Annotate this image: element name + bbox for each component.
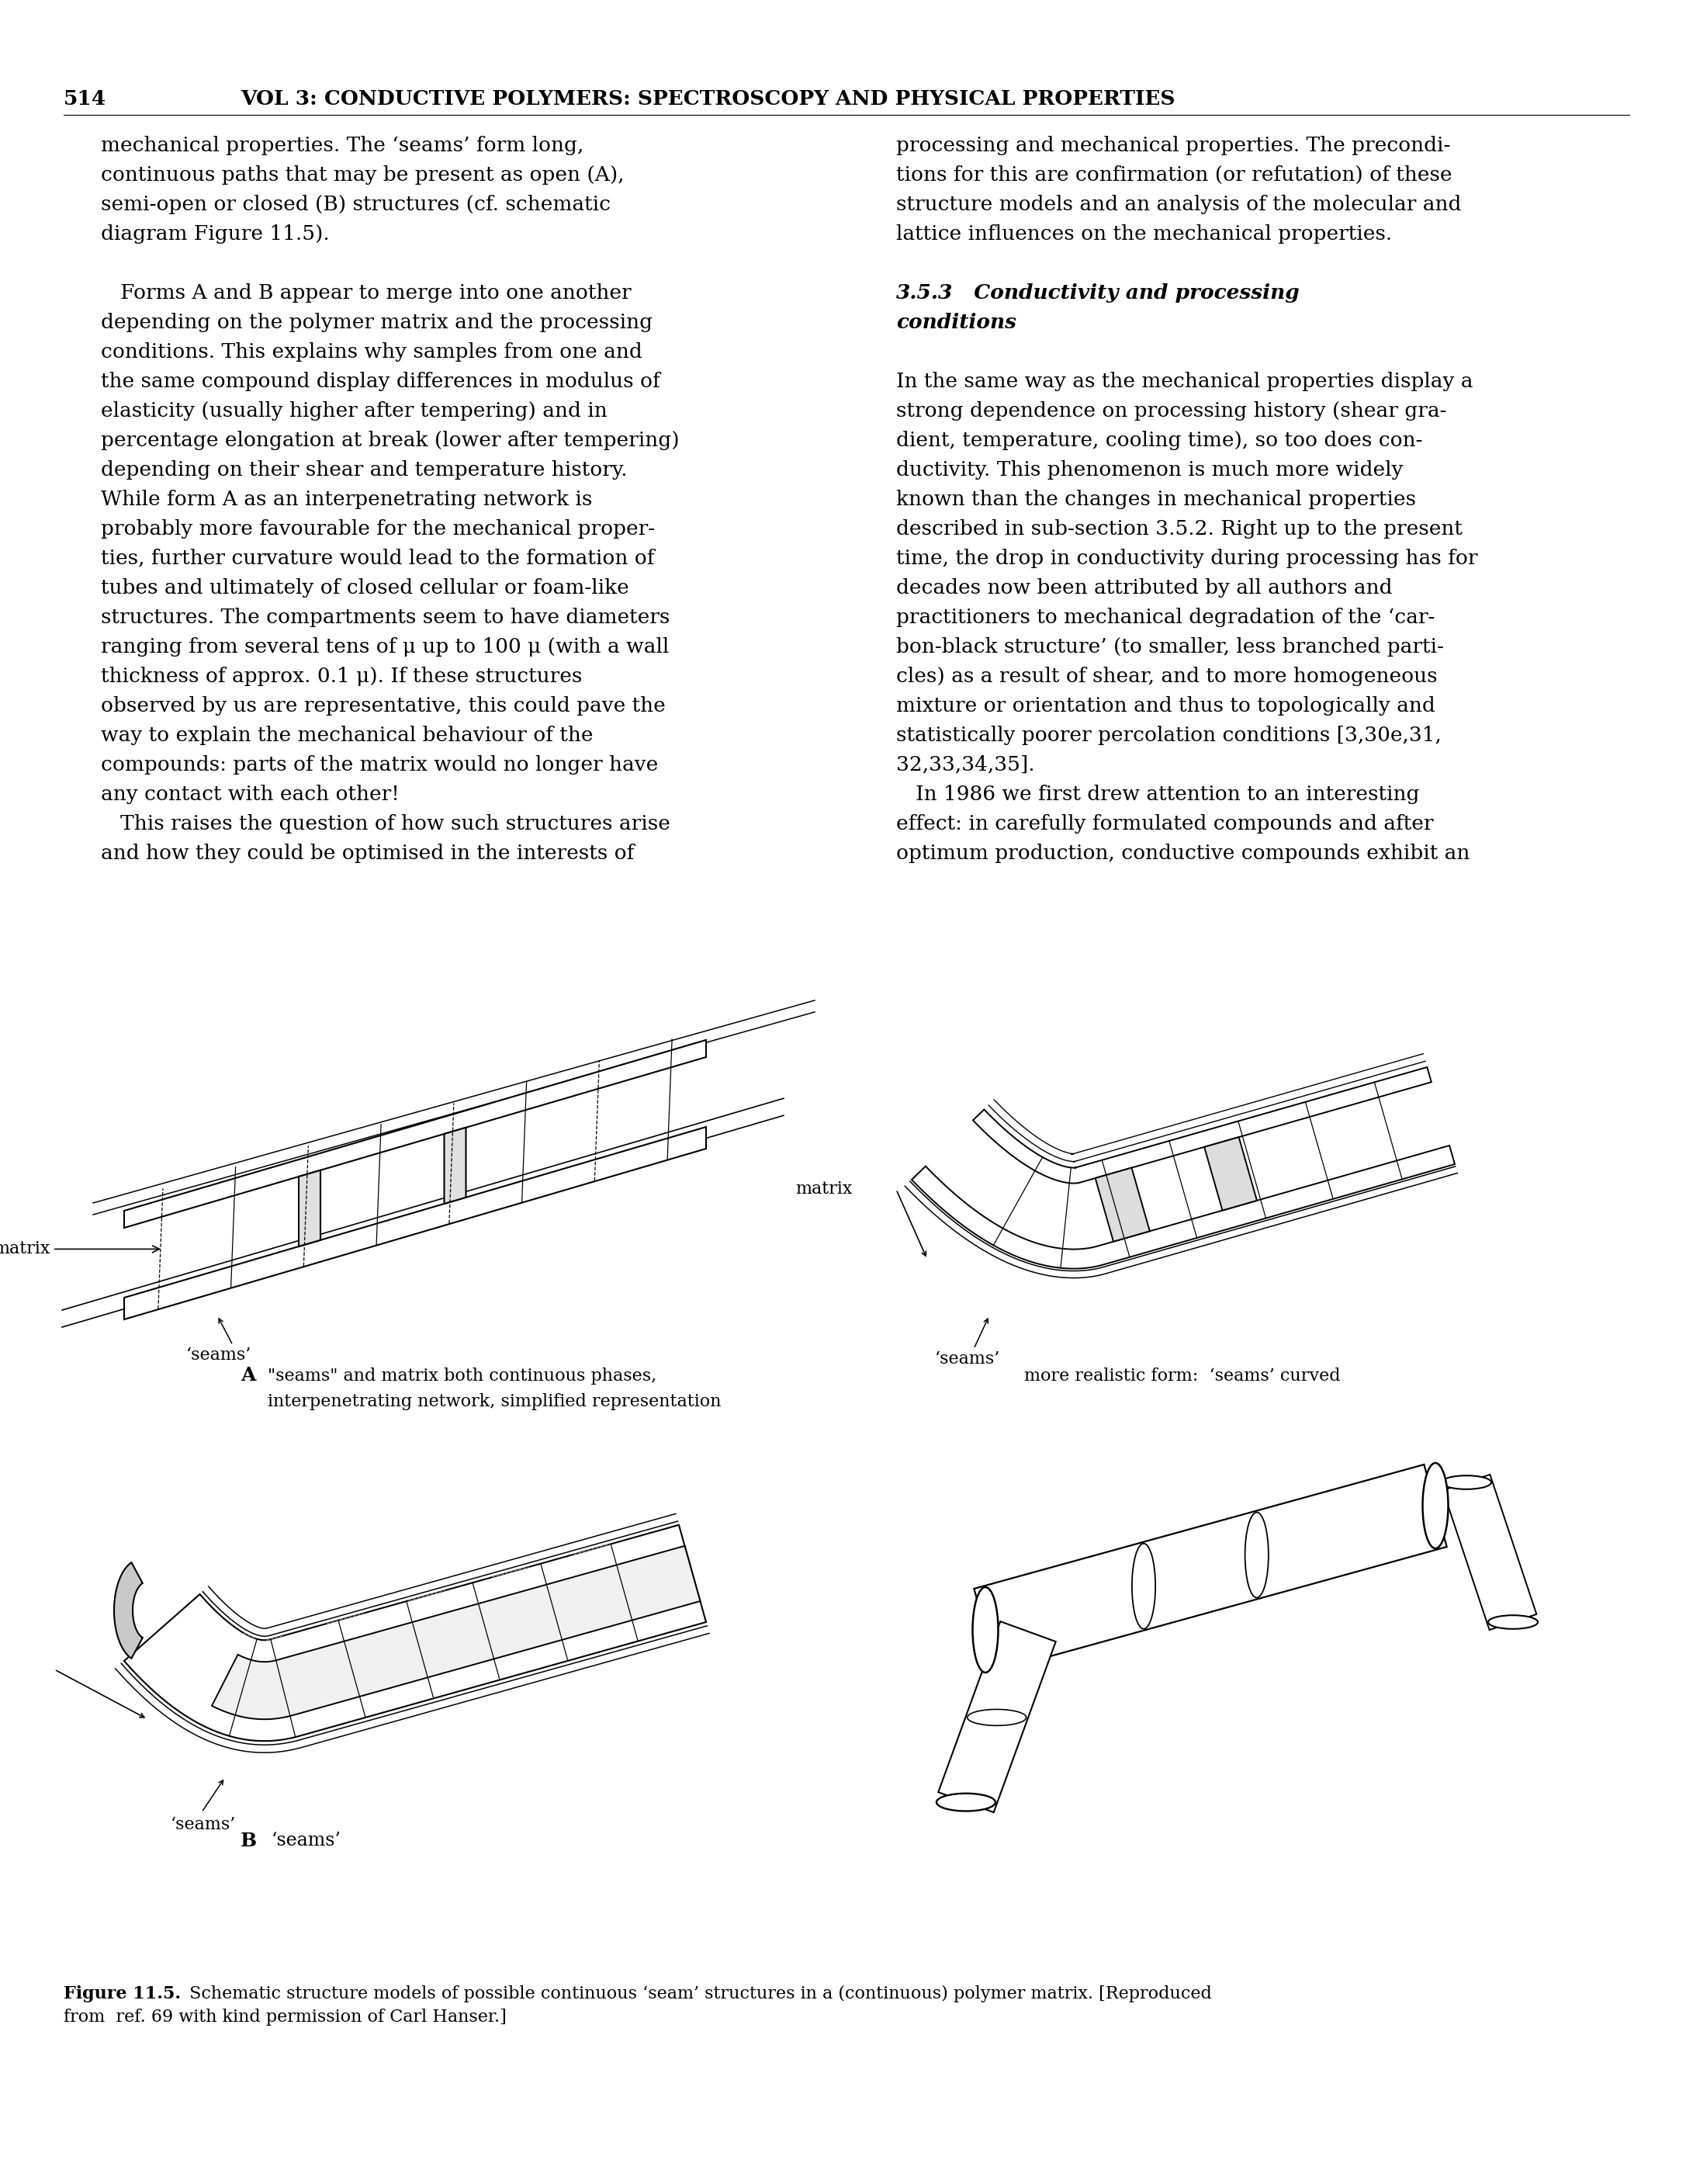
Text: thickness of approx. 0.1 μ). If these structures: thickness of approx. 0.1 μ). If these st… [102,666,582,686]
Text: conditions. This explains why samples from one and: conditions. This explains why samples fr… [102,343,642,363]
Polygon shape [124,1127,706,1319]
Text: compounds: parts of the matrix would no longer have: compounds: parts of the matrix would no … [102,756,659,775]
Polygon shape [1095,1168,1150,1241]
Text: described in sub-section 3.5.2. Right up to the present: described in sub-section 3.5.2. Right up… [896,520,1463,539]
Text: dient, temperature, cooling time), so too does con-: dient, temperature, cooling time), so to… [896,430,1422,450]
Polygon shape [124,1040,706,1227]
Text: diagram Figure 11.5).: diagram Figure 11.5). [102,225,330,245]
Text: ductivity. This phenomenon is much more widely: ductivity. This phenomenon is much more … [896,461,1403,480]
Polygon shape [444,1127,466,1203]
Text: Figure 11.5.: Figure 11.5. [64,1985,181,2003]
Text: tions for this are confirmation (or refutation) of these: tions for this are confirmation (or refu… [896,166,1453,186]
Text: ties, further curvature would lead to the formation of: ties, further curvature would lead to th… [102,548,655,568]
Text: cles) as a result of shear, and to more homogeneous: cles) as a result of shear, and to more … [896,666,1437,686]
Text: continuous paths that may be present as open (A),: continuous paths that may be present as … [102,166,625,186]
Text: ranging from several tens of μ up to 100 μ (with a wall: ranging from several tens of μ up to 100… [102,638,669,657]
Polygon shape [298,1171,320,1247]
Ellipse shape [1422,1463,1448,1548]
Text: practitioners to mechanical degradation of the ‘car-: practitioners to mechanical degradation … [896,607,1436,627]
Polygon shape [1442,1474,1537,1629]
Text: conditions: conditions [896,312,1016,332]
Text: mechanical properties. The ‘seams’ form long,: mechanical properties. The ‘seams’ form … [102,135,584,155]
Text: from  ref. 69 with kind permission of Carl Hanser.]: from ref. 69 with kind permission of Car… [64,2009,506,2027]
Text: mixture or orientation and thus to topologically and: mixture or orientation and thus to topol… [896,697,1436,716]
Text: Conductivity and processing: Conductivity and processing [960,284,1300,304]
Text: structures. The compartments seem to have diameters: structures. The compartments seem to hav… [102,607,670,627]
Text: probably more favourable for the mechanical proper-: probably more favourable for the mechani… [102,520,655,539]
Text: depending on their shear and temperature history.: depending on their shear and temperature… [102,461,628,480]
Text: A: A [240,1365,256,1385]
Text: In the same way as the mechanical properties display a: In the same way as the mechanical proper… [896,371,1473,391]
Text: ‘seams’: ‘seams’ [171,1817,235,1832]
Polygon shape [113,1562,142,1658]
Text: bon-black structure’ (to smaller, less branched parti-: bon-black structure’ (to smaller, less b… [896,638,1444,657]
Text: ‘seams’: ‘seams’ [271,1832,342,1850]
Text: processing and mechanical properties. The precondi-: processing and mechanical properties. Th… [896,135,1451,155]
Text: and how they could be optimised in the interests of: and how they could be optimised in the i… [102,843,635,863]
Text: structure models and an analysis of the molecular and: structure models and an analysis of the … [896,194,1461,214]
Text: matrix: matrix [0,1241,159,1258]
Ellipse shape [1488,1616,1537,1629]
Text: depending on the polymer matrix and the processing: depending on the polymer matrix and the … [102,312,652,332]
Text: way to explain the mechanical behaviour of the: way to explain the mechanical behaviour … [102,725,593,745]
Text: tubes and ultimately of closed cellular or foam-like: tubes and ultimately of closed cellular … [102,579,630,598]
Text: effect: in carefully formulated compounds and after: effect: in carefully formulated compound… [896,815,1434,834]
Text: more realistic form:  ‘seams’ curved: more realistic form: ‘seams’ curved [1024,1367,1341,1385]
Text: known than the changes in mechanical properties: known than the changes in mechanical pro… [896,489,1415,509]
Text: 514: 514 [64,90,107,109]
Polygon shape [911,1147,1454,1269]
Text: elasticity (usually higher after tempering) and in: elasticity (usually higher after temperi… [102,402,608,422]
Polygon shape [212,1546,701,1719]
Text: statistically poorer percolation conditions [3,30e,31,: statistically poorer percolation conditi… [896,725,1441,745]
Text: observed by us are representative, this could pave the: observed by us are representative, this … [102,697,665,716]
Polygon shape [973,1068,1431,1184]
Text: strong dependence on processing history (shear gra-: strong dependence on processing history … [896,402,1446,422]
Text: B: B [240,1832,257,1850]
Text: optimum production, conductive compounds exhibit an: optimum production, conductive compounds… [896,843,1470,863]
Text: lattice influences on the mechanical properties.: lattice influences on the mechanical pro… [896,225,1392,245]
Text: Schematic structure models of possible continuous ‘seam’ structures in a (contin: Schematic structure models of possible c… [185,1985,1212,2003]
Polygon shape [938,1621,1056,1813]
Text: 3.5.3: 3.5.3 [896,284,953,304]
Text: percentage elongation at break (lower after tempering): percentage elongation at break (lower af… [102,430,679,450]
Ellipse shape [1442,1476,1492,1489]
Polygon shape [973,1465,1448,1671]
Text: time, the drop in conductivity during processing has for: time, the drop in conductivity during pr… [896,548,1478,568]
Ellipse shape [936,1793,995,1811]
Polygon shape [124,1524,706,1741]
Text: interpenetrating network, simplified representation: interpenetrating network, simplified rep… [267,1393,721,1411]
Text: While form A as an interpenetrating network is: While form A as an interpenetrating netw… [102,489,593,509]
Text: 32,33,34,35].: 32,33,34,35]. [896,756,1034,775]
Text: semi-open or closed (B) structures (cf. schematic: semi-open or closed (B) structures (cf. … [102,194,611,214]
Text: Forms A and B appear to merge into one another: Forms A and B appear to merge into one a… [102,284,631,304]
Text: In 1986 we first drew attention to an interesting: In 1986 we first drew attention to an in… [896,784,1419,804]
Text: the same compound display differences in modulus of: the same compound display differences in… [102,371,660,391]
Text: ‘seams’: ‘seams’ [935,1350,1001,1367]
Text: matrix: matrix [796,1182,852,1199]
Polygon shape [1204,1138,1256,1210]
Text: This raises the question of how such structures arise: This raises the question of how such str… [102,815,670,834]
Text: VOL 3: CONDUCTIVE POLYMERS: SPECTROSCOPY AND PHYSICAL PROPERTIES: VOL 3: CONDUCTIVE POLYMERS: SPECTROSCOPY… [240,90,1175,109]
Text: "seams" and matrix both continuous phases,: "seams" and matrix both continuous phase… [267,1367,657,1385]
Text: any contact with each other!: any contact with each other! [102,784,400,804]
Text: ‘seams’: ‘seams’ [186,1348,252,1363]
Text: decades now been attributed by all authors and: decades now been attributed by all autho… [896,579,1392,598]
Ellipse shape [972,1588,999,1673]
